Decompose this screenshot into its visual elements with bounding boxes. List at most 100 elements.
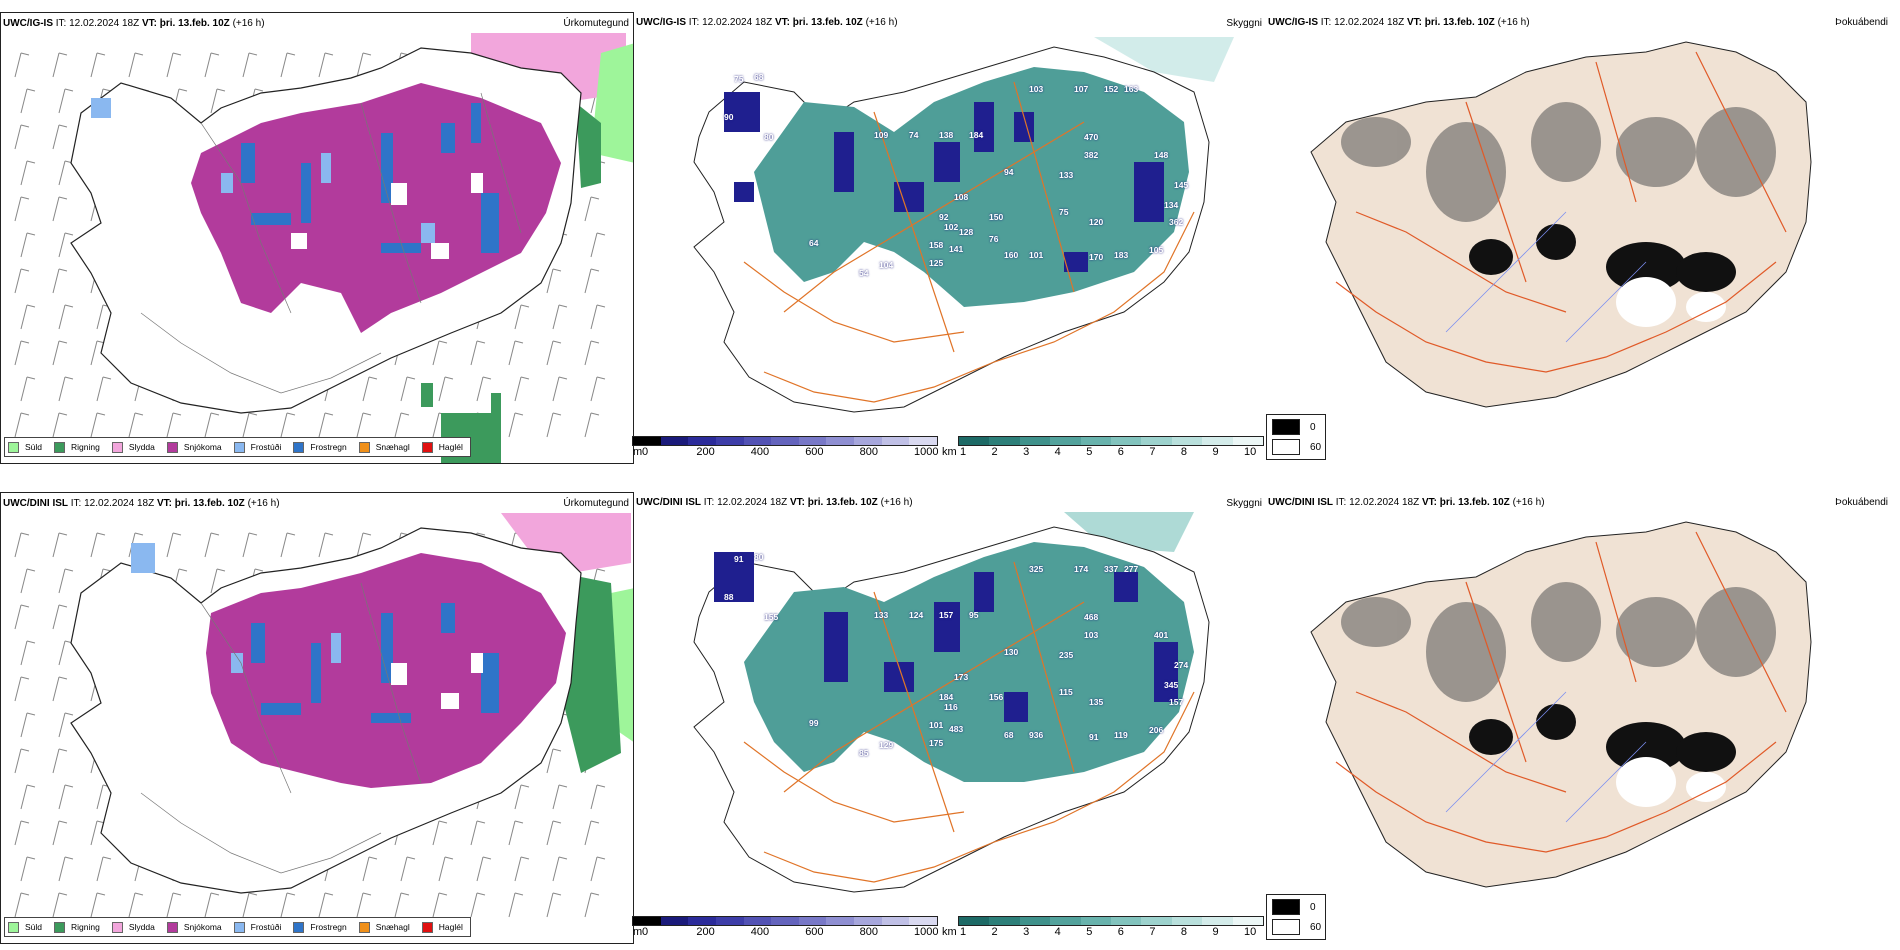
map-value-label: 120: [1089, 217, 1104, 227]
legend-label: Slydda: [128, 922, 155, 932]
map-value-label: 184: [969, 130, 984, 140]
wind-barb: [14, 268, 30, 294]
wind-barb: [58, 376, 74, 402]
wind-barb: [166, 52, 182, 78]
wind-barb: [96, 376, 112, 402]
wind-barb: [204, 532, 220, 558]
visibility-panel-row1: UWC/IG-IS IT: 12.02.2024 18Z VT: þri. 13…: [634, 12, 1266, 462]
colorbar-tick-label: 9: [1212, 926, 1219, 938]
precip-sleet-area: [471, 33, 626, 103]
legend-swatch: [233, 921, 245, 933]
rivers: [1445, 211, 1647, 343]
wind-barb: [470, 892, 486, 918]
legend-label: Snæhagl: [375, 922, 410, 932]
colorbar-tick-label: 7: [1149, 446, 1156, 458]
legend-item: Slydda: [111, 921, 155, 933]
wind-barb: [584, 268, 600, 294]
road-network: [743, 81, 1195, 403]
fog-haze-area: [1064, 512, 1194, 552]
map-value-label: 170: [1089, 252, 1104, 262]
wind-barb: [210, 568, 226, 594]
wind-barb: [20, 640, 36, 666]
panel-title: UWC/IG-IS IT: 12.02.2024 18Z VT: þri. 13…: [1268, 17, 1530, 28]
colorbar-segment: [1202, 437, 1233, 445]
map-value-label: 156: [989, 692, 1004, 702]
colorbar-segment: [771, 917, 799, 925]
clear-areas: [1616, 277, 1726, 327]
fog-index-legend: 0 60: [1266, 414, 1326, 460]
colorbar-segment: [909, 917, 938, 925]
map-value-label: 183: [1114, 250, 1129, 260]
wind-barb: [52, 340, 68, 366]
wind-barb: [166, 892, 182, 918]
cloud-base-unit: m: [633, 926, 643, 938]
wind-barb: [20, 568, 36, 594]
wind-barb: [14, 892, 30, 918]
legend-item: Rigning: [54, 441, 100, 453]
wind-barb: [394, 892, 410, 918]
colorbar-tick-label: 1000: [914, 926, 939, 938]
fog-dark-cores: [1469, 224, 1736, 292]
wind-barb: [514, 304, 530, 330]
wind-barb: [14, 532, 30, 558]
fog-grey-shading: [1341, 102, 1776, 222]
colorbar-segment: [1171, 437, 1203, 445]
map-value-label: 158: [929, 240, 944, 250]
map-value-label: 125: [929, 258, 944, 268]
wind-barb: [280, 892, 296, 918]
colorbar-tick-label: 400: [750, 446, 770, 458]
panel-type-label: Skyggni: [1226, 498, 1262, 509]
wind-barb: [584, 196, 600, 222]
map-value-label: 105: [1149, 245, 1164, 255]
map-value-label: 109: [874, 130, 889, 140]
map-value-label: 470: [1084, 132, 1099, 142]
wind-barb: [58, 304, 74, 330]
map-value-label: 119: [1114, 730, 1128, 740]
wind-barb: [52, 604, 68, 630]
wind-barb: [90, 412, 106, 438]
wind-barb: [508, 892, 524, 918]
wind-barb: [584, 412, 600, 438]
legend-swatch: [111, 441, 123, 453]
wind-barb: [20, 784, 36, 810]
legend-swatch: [54, 441, 66, 453]
fog-legend-swatch-60: [1272, 919, 1300, 935]
map-value-label: 138: [939, 130, 954, 140]
colorbar-segment: [660, 917, 689, 925]
wind-barb: [58, 856, 74, 882]
legend-item: Snjókoma: [166, 921, 222, 933]
wind-barb: [90, 892, 106, 918]
wind-barb: [362, 856, 378, 882]
colorbar-tick-label: 8: [1180, 446, 1187, 458]
map-value-label: 134: [1164, 200, 1179, 210]
panel-title: UWC/DINI ISL IT: 12.02.2024 18Z VT: þri.…: [3, 498, 280, 509]
wind-barb: [204, 412, 220, 438]
legend-item: Haglél: [421, 921, 463, 933]
precip-legend: Súld Rigning Slydda Snjókoma Frostúði Frostre…: [4, 437, 471, 457]
wind-barb: [20, 376, 36, 402]
legend-swatch: [421, 441, 433, 453]
colorbar-tick-label: 0: [642, 446, 649, 458]
colorbar-segment: [771, 437, 799, 445]
colorbar-segment: [959, 437, 990, 445]
map-value-label: 54: [859, 268, 869, 278]
wind-barb: [356, 532, 372, 558]
fog-index-legend: 0 60: [1266, 894, 1326, 940]
map-value-label: 107: [1074, 84, 1089, 94]
legend-label: Haglél: [438, 442, 463, 452]
wind-barb: [590, 304, 606, 330]
colorbar-tick-label: 4: [1054, 926, 1061, 938]
wind-barb: [590, 784, 606, 810]
wind-barb: [362, 376, 378, 402]
colorbar-segment: [1232, 917, 1264, 925]
map-value-label: 88: [724, 592, 734, 602]
legend-item: Frostúði: [233, 921, 281, 933]
fog-index-map: [1310, 41, 1812, 408]
colorbar-tick-label: 3: [1023, 926, 1030, 938]
precip-type-panel-row1: UWC/IG-IS IT: 12.02.2024 18Z VT: þri. 13…: [0, 12, 634, 464]
colorbar-segment: [743, 917, 772, 925]
wind-barb: [52, 748, 68, 774]
map-value-label: 277: [1124, 564, 1139, 574]
wind-barb: [52, 196, 68, 222]
colorbar-segment: [854, 917, 882, 925]
